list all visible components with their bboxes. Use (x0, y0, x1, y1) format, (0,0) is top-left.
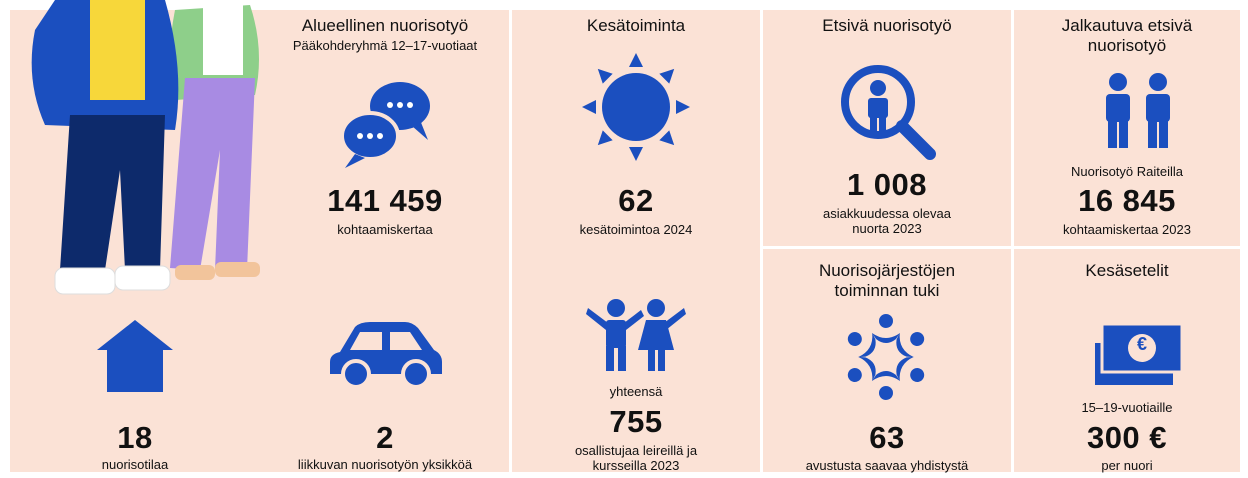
children-icon (586, 299, 686, 371)
cell-value: 16 845 (1078, 183, 1176, 218)
cell-title: Alueellinen nuorisotyö (301, 16, 469, 35)
banknote-icon (1093, 322, 1184, 387)
car-icon (330, 322, 442, 388)
cell-caption: kohtaamiskertaa 2023 (1063, 222, 1191, 237)
cell-value: 300 € (1086, 420, 1168, 455)
sun-icon (582, 53, 690, 161)
two-persons-icon (1106, 73, 1170, 148)
house-icon (97, 320, 173, 392)
cell-value: 18 (117, 420, 153, 455)
cell-subtitle: Pääkohderyhmä 12–17-vuotiaat (292, 38, 478, 53)
search-person-icon (841, 65, 936, 160)
cell-value: 2 (376, 420, 394, 455)
cell-caption: kesätoimintoa 2024 (579, 222, 693, 237)
chat-icon (340, 82, 430, 168)
cell-title: Kesätoiminta (586, 16, 686, 35)
cell-value: 63 (869, 420, 905, 455)
cell-pretext: 15–19-vuotiaille (1081, 400, 1173, 415)
cell-caption: kohtaamiskertaa (337, 222, 433, 237)
cell-title: Kesäsetelit (1085, 261, 1169, 280)
cell-title: Jalkautuva etsivä nuorisotyö (1061, 16, 1193, 55)
cell-value: 62 (618, 183, 654, 218)
banknote-symbol: € (1136, 334, 1147, 354)
cell-caption: per nuori (1101, 458, 1153, 473)
cell-pretext: yhteensä (609, 384, 663, 399)
cell-title: Etsivä nuorisotyö (822, 16, 952, 35)
panel (763, 10, 1011, 246)
cell-caption: liikkuvan nuorisotyön yksikköä (297, 457, 473, 472)
cell-caption: nuorisotilaa (101, 457, 169, 472)
panel (763, 249, 1011, 472)
cell-value: 755 (609, 404, 663, 439)
community-icon (847, 314, 925, 400)
cell-caption: osallistujaa leireillä ja kursseilla 202… (574, 443, 698, 473)
cell-value: 1 008 (846, 167, 928, 202)
people-illustration (31, 0, 260, 295)
cell-title: Nuorisojärjestöjen toiminnan tuki (818, 261, 956, 300)
cell-value: 141 459 (327, 183, 443, 218)
cell-caption: asiakkuudessa olevaa nuorta 2023 (823, 206, 951, 236)
cell-pretext: Nuorisotyö Raiteilla (1071, 164, 1183, 179)
cell-caption: avustusta saavaa yhdistystä (805, 458, 969, 473)
